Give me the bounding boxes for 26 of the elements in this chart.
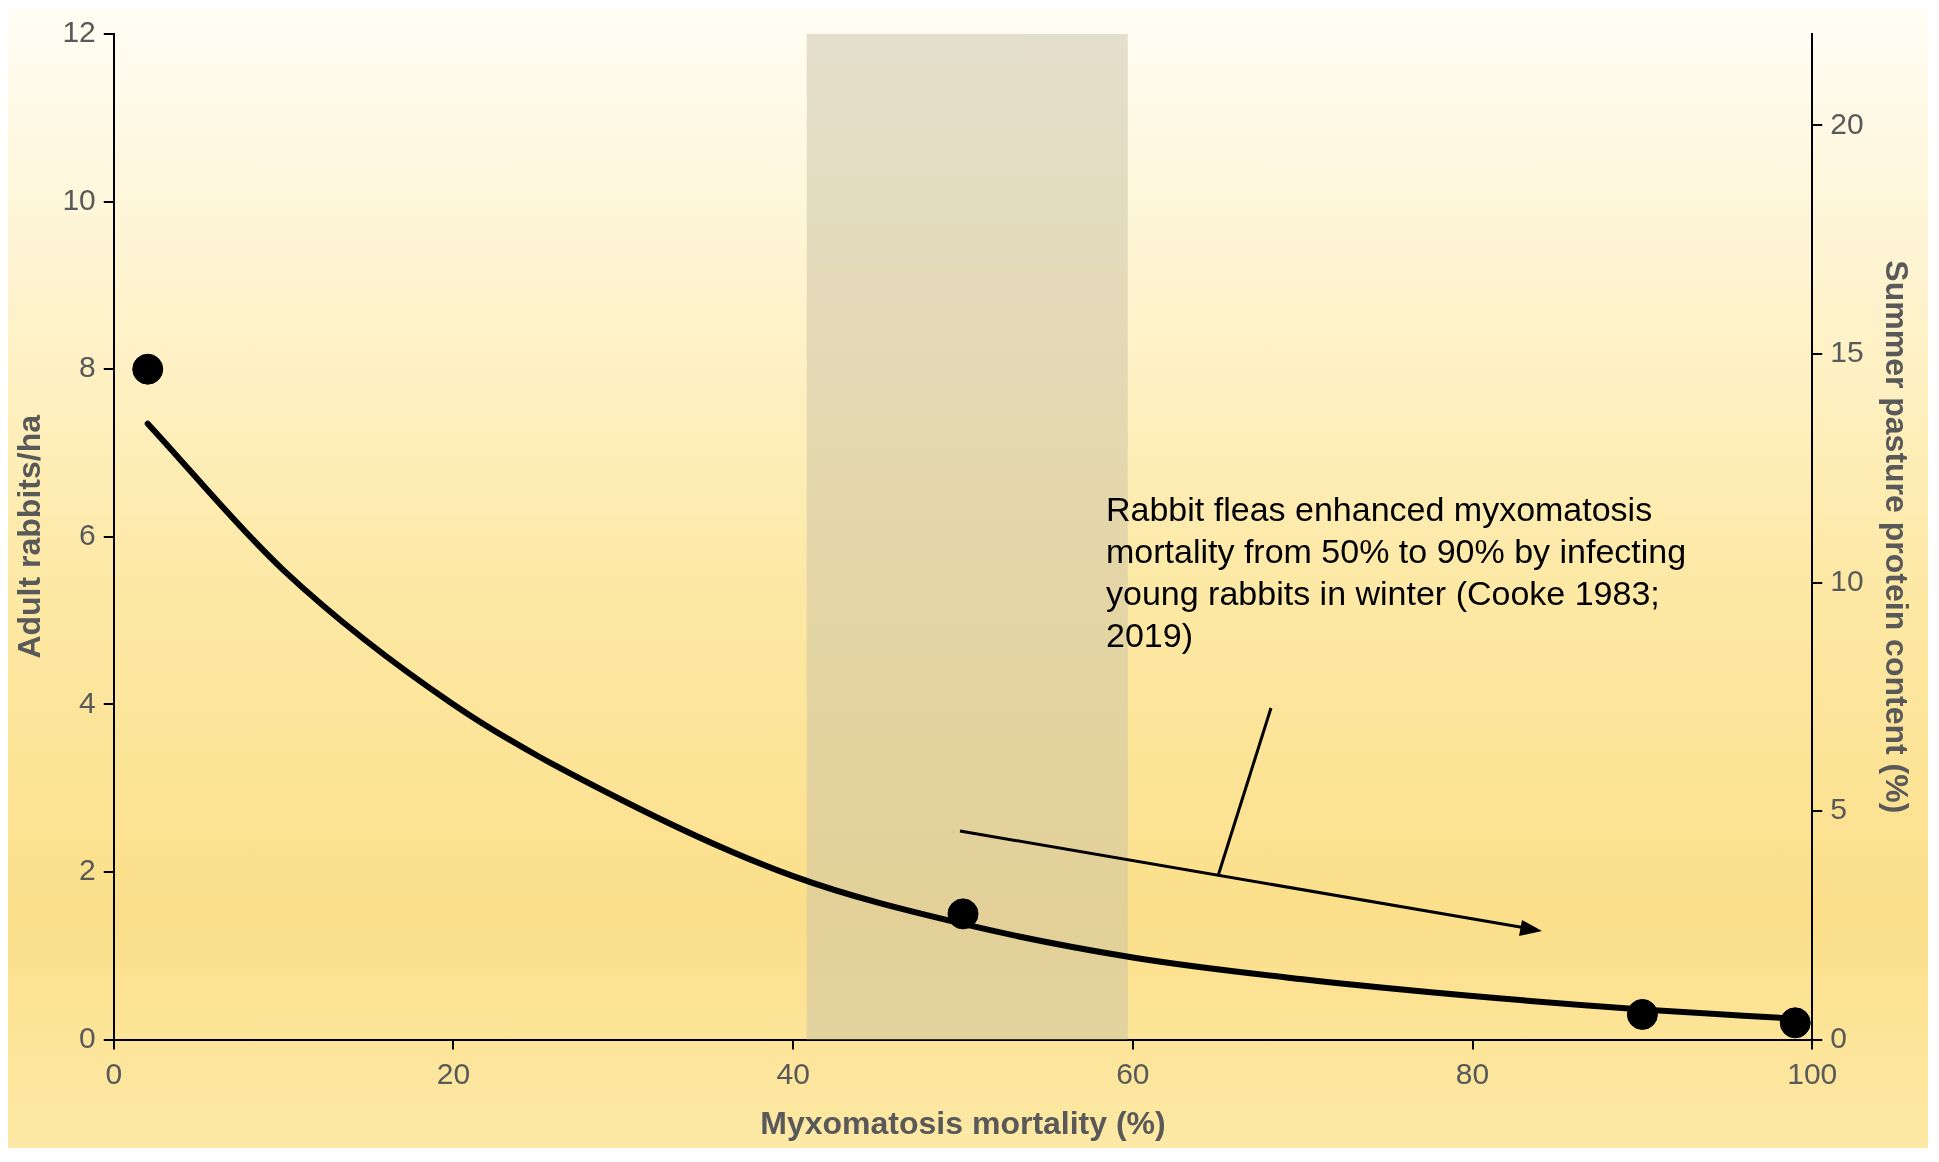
point xyxy=(947,898,979,930)
y2-tick-label: 10 xyxy=(1830,563,1864,597)
y2-tick-label: 20 xyxy=(1830,106,1864,140)
x-tick-label: 100 xyxy=(1787,1056,1838,1090)
y-axis-title: Adult rabbits/ha xyxy=(11,414,48,659)
x-tick-label: 60 xyxy=(1116,1056,1150,1090)
y-tick-label: 4 xyxy=(79,685,96,719)
y2-axis-title: Summer pasture protein content (%) xyxy=(1878,260,1915,814)
y-tick-label: 6 xyxy=(79,518,96,552)
y-tick-label: 8 xyxy=(79,350,96,384)
x-tick-label: 80 xyxy=(1455,1056,1490,1090)
x-tick-label: 0 xyxy=(105,1056,123,1090)
y-tick-label: 12 xyxy=(62,15,96,49)
x-axis-title: Myxomatosis mortality (%) xyxy=(760,1104,1166,1141)
x-tick-label: 40 xyxy=(776,1056,810,1090)
point xyxy=(1779,1007,1811,1039)
y-tick-label: 2 xyxy=(79,853,96,887)
y-tick-label: 0 xyxy=(79,1020,96,1054)
point xyxy=(1626,998,1658,1030)
y2-tick-label: 0 xyxy=(1830,1020,1847,1054)
y2-tick-label: 15 xyxy=(1830,335,1864,369)
x-tick-label: 20 xyxy=(436,1056,471,1090)
y-tick-label: 10 xyxy=(62,182,96,216)
annotation: Rabbit fleas enhanced myxomatosis mortality from 50% to 90% by infecting young rabbits in winter (Cooke 1983; 2019) xyxy=(1106,489,1688,656)
y2-tick-label: 5 xyxy=(1830,792,1847,826)
point xyxy=(132,353,164,385)
